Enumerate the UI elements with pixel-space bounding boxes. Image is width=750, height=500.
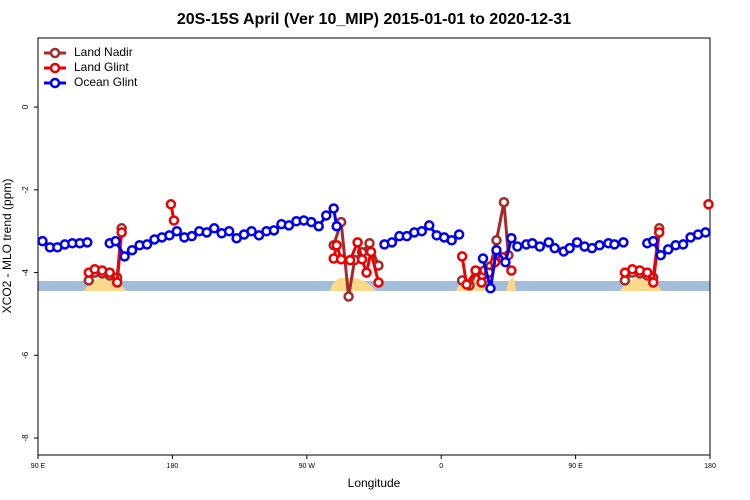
point [111, 277, 123, 288]
point [171, 225, 183, 237]
plot-frame [37, 37, 711, 456]
point [549, 242, 560, 254]
point [82, 237, 93, 248]
point [594, 240, 605, 251]
point [416, 225, 428, 237]
point [470, 265, 481, 276]
point [283, 220, 295, 231]
point [373, 277, 384, 288]
point [331, 220, 342, 232]
point [331, 240, 342, 251]
point [335, 254, 347, 265]
legend-swatch [49, 77, 61, 89]
point [500, 256, 511, 268]
x-tick-label: 0 [439, 463, 443, 470]
point [116, 227, 127, 238]
point [119, 251, 130, 262]
x-tick-label: 90 E [31, 463, 46, 470]
point [37, 235, 48, 247]
point [126, 244, 138, 256]
point [543, 237, 554, 248]
point [104, 267, 115, 278]
point [356, 254, 368, 265]
x-tick-label: 90 W [299, 463, 316, 470]
y-tick-label: -4 [21, 268, 30, 276]
point [352, 237, 363, 248]
point [141, 239, 153, 250]
point [364, 237, 375, 249]
point [386, 237, 398, 248]
legend-label: Ocean Glint [74, 75, 138, 89]
point [424, 220, 435, 231]
point [476, 277, 487, 288]
x-tick-label: 180 [167, 463, 179, 470]
point [268, 225, 280, 236]
legend-label: Land Glint [74, 60, 129, 74]
point [662, 244, 674, 255]
land-strip [330, 277, 376, 291]
point [609, 239, 620, 250]
x-axis-label: Longitude [348, 476, 401, 490]
point [223, 225, 235, 237]
point [306, 216, 317, 228]
point [564, 242, 575, 254]
y-tick-label: -2 [21, 186, 30, 194]
point [453, 229, 465, 240]
point [703, 199, 714, 210]
legend-swatch [49, 47, 61, 59]
point [313, 220, 324, 232]
point [446, 235, 457, 246]
point [246, 225, 257, 237]
point [343, 291, 354, 302]
point [642, 267, 653, 278]
point [512, 241, 523, 252]
point [506, 232, 517, 244]
point [506, 265, 517, 276]
point [648, 277, 659, 288]
legend-label: Land Nadir [74, 45, 133, 59]
point [328, 203, 339, 214]
point [208, 223, 220, 234]
x-tick-label: 180 [704, 463, 716, 470]
point [491, 244, 502, 256]
point [201, 227, 212, 238]
point [365, 246, 377, 258]
point [534, 241, 546, 252]
point [700, 227, 711, 238]
y-tick-label: -6 [21, 351, 30, 359]
point [361, 267, 372, 278]
point [655, 249, 666, 261]
point [344, 254, 356, 266]
point [320, 210, 332, 221]
y-tick-label: -8 [21, 434, 30, 442]
point [110, 235, 121, 247]
point [648, 235, 659, 247]
point [677, 239, 689, 250]
x-tick-label: 90 E [568, 463, 583, 470]
y-tick-label: 0 [21, 104, 30, 109]
point [498, 196, 510, 208]
point [653, 227, 665, 238]
point [618, 237, 629, 248]
point [571, 237, 583, 248]
point [165, 199, 177, 210]
point [477, 253, 489, 264]
legend-swatch [49, 62, 61, 74]
point [253, 230, 265, 241]
point [485, 283, 496, 294]
point [491, 235, 502, 246]
point [373, 260, 384, 271]
point [168, 215, 180, 226]
point [456, 251, 468, 262]
y-axis-label: XCO2 - MLO trend (ppm) [0, 179, 14, 314]
point [164, 230, 175, 241]
point [186, 230, 198, 242]
point [461, 279, 472, 290]
chart-title: 20S-15S April (Ver 10_MIP) 2015-01-01 to… [177, 11, 571, 28]
ocean-strip [38, 281, 710, 291]
